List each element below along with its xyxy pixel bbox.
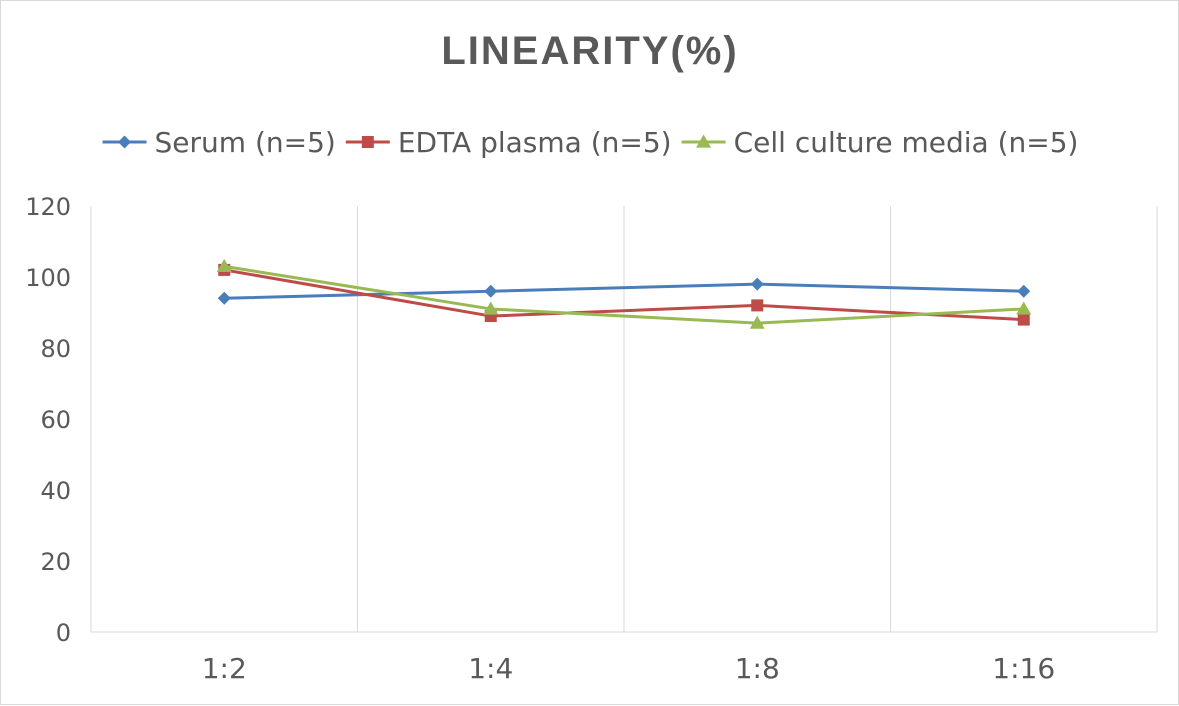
y-tick-label: 120 — [25, 193, 71, 221]
y-tick-label: 20 — [40, 548, 71, 576]
x-tick-label: 1:2 — [202, 652, 247, 685]
y-tick-label: 60 — [40, 406, 71, 434]
series-line — [224, 282, 1024, 300]
legend-marker — [361, 136, 374, 148]
gridlines — [90, 206, 1158, 632]
series-2 — [216, 258, 1032, 329]
series-line — [224, 264, 1024, 325]
chart-title: LINEARITY(%) — [441, 29, 738, 73]
legend-marker — [118, 135, 132, 149]
data-point — [1017, 284, 1031, 298]
x-tick-label: 1:8 — [735, 652, 780, 685]
series-0 — [217, 277, 1031, 305]
data-point — [750, 277, 764, 291]
legend-item: EDTA plasma (n=5) — [345, 126, 672, 159]
x-tick-label: 1:4 — [468, 652, 513, 685]
y-tick-label: 40 — [40, 477, 71, 505]
y-tick-label: 80 — [40, 335, 71, 363]
y-tick-label: 100 — [25, 264, 71, 292]
legend-item: Serum (n=5) — [102, 126, 336, 159]
y-tick-label: 0 — [56, 619, 71, 647]
data-point — [483, 301, 499, 315]
legend-marker — [696, 134, 712, 148]
legend: Serum (n=5) EDTA plasma (n=5) Cell culture… — [102, 126, 1079, 159]
series-1 — [218, 263, 1030, 326]
x-tick-label: 1:16 — [992, 652, 1055, 685]
axes: 0 20 40 60 80 100 120 1:2 1:4 1:8 1:16 — [25, 193, 1157, 685]
data-point — [216, 258, 232, 272]
data-point — [484, 284, 498, 298]
data-point — [1017, 313, 1030, 326]
legend-item: Cell culture media (n=5) — [681, 126, 1079, 159]
data-point — [217, 291, 231, 305]
data-point — [1016, 301, 1032, 315]
data-point — [751, 299, 764, 312]
legend-label: Serum (n=5) — [155, 126, 336, 159]
series-line — [223, 268, 1024, 322]
data-point — [749, 315, 765, 329]
legend-label: EDTA plasma (n=5) — [398, 126, 672, 159]
series-layer — [216, 258, 1032, 329]
legend-label: Cell culture media (n=5) — [734, 126, 1079, 159]
